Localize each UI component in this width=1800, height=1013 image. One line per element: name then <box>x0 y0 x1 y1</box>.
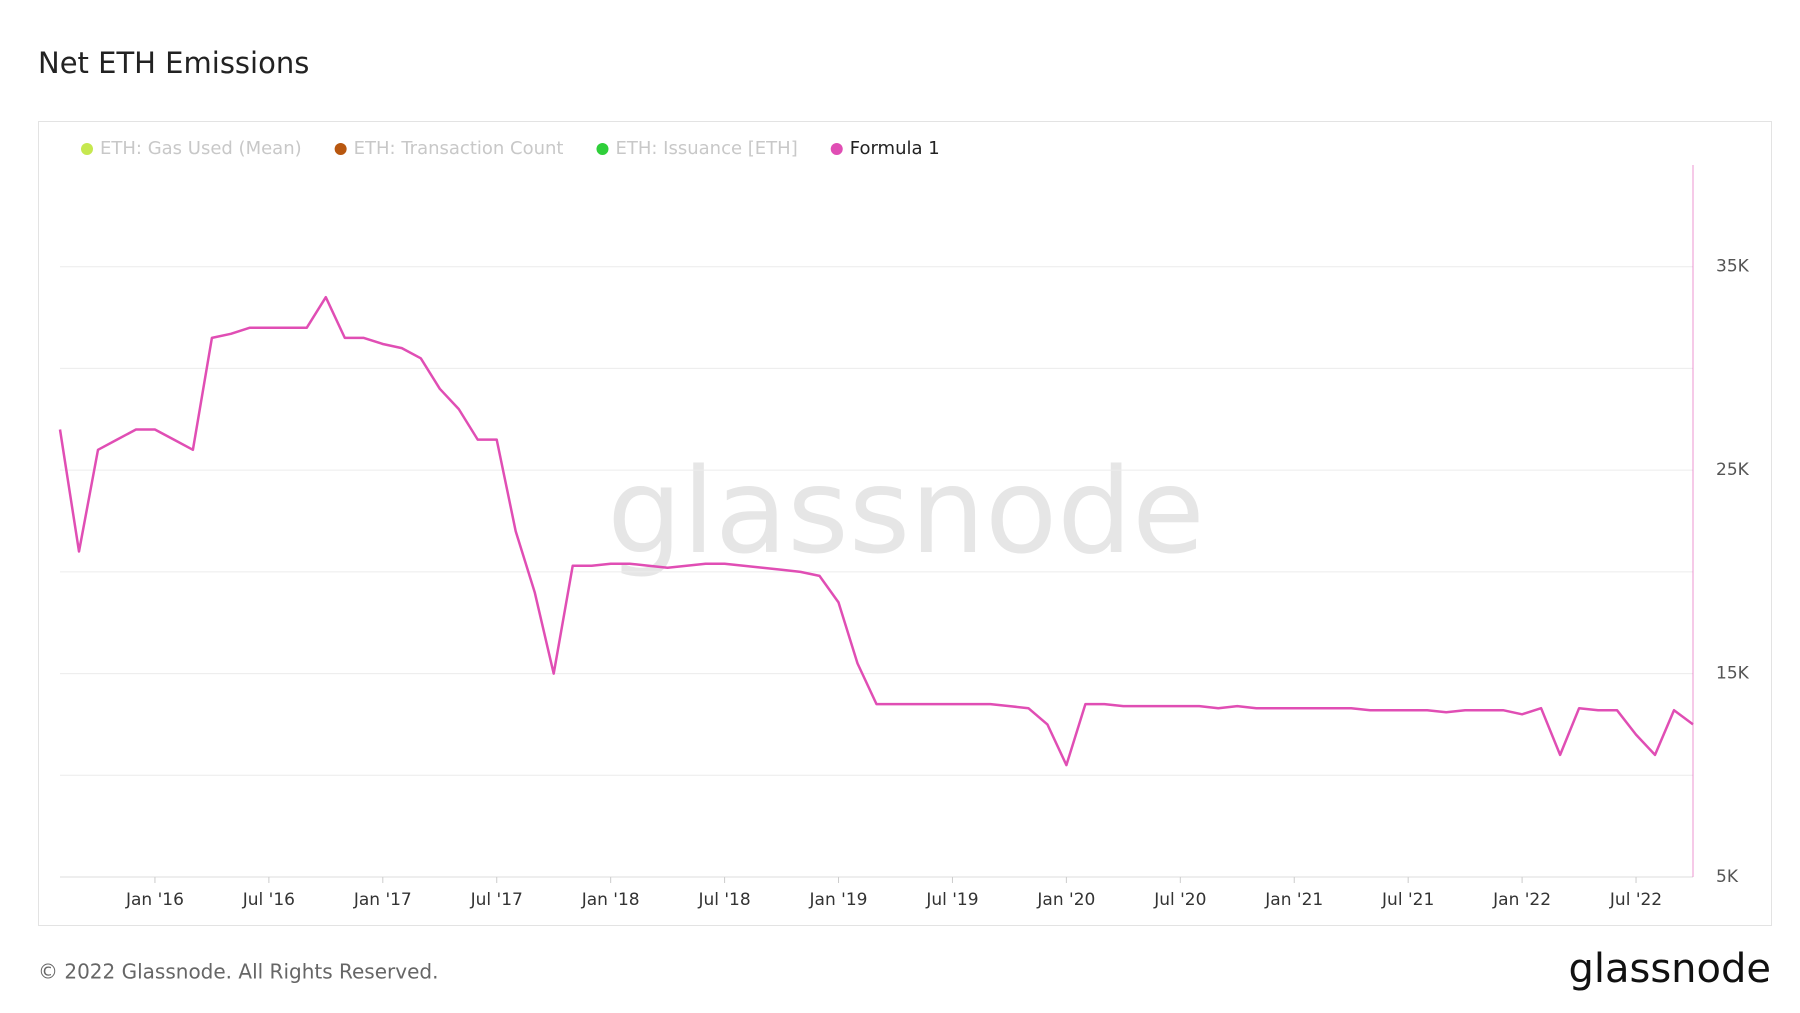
chart-title: Net ETH Emissions <box>38 46 309 80</box>
legend-label[interactable]: ETH: Issuance [ETH] <box>615 138 797 159</box>
legend-marker[interactable] <box>81 143 93 155</box>
x-tick-label: Jul '22 <box>1609 890 1662 910</box>
y-tick-label: 15K <box>1716 664 1750 684</box>
x-tick-label: Jan '17 <box>353 890 412 910</box>
x-tick-label: Jul '18 <box>697 890 750 910</box>
legend-label[interactable]: ETH: Gas Used (Mean) <box>100 138 302 159</box>
legend-label[interactable]: ETH: Transaction Count <box>354 138 564 159</box>
x-tick-label: Jan '18 <box>581 890 640 910</box>
legend-marker[interactable] <box>596 143 609 155</box>
y-tick-label: 5K <box>1716 867 1739 887</box>
watermark: glassnode <box>607 442 1204 580</box>
x-tick-label: Jul '16 <box>242 890 295 910</box>
y-tick-label: 35K <box>1716 257 1750 277</box>
footer: © 2022 Glassnode. All Rights Reserved. <box>38 960 438 984</box>
x-tick-label: Jan '19 <box>809 890 868 910</box>
x-tick-label: Jul '20 <box>1153 890 1206 910</box>
x-tick-label: Jan '22 <box>1492 890 1551 910</box>
x-tick-label: Jul '21 <box>1381 890 1434 910</box>
series-line <box>58 295 1694 767</box>
x-tick-label: Jan '16 <box>125 890 184 910</box>
logo: glassnode <box>1568 946 1771 992</box>
x-tick-label: Jul '17 <box>470 890 523 910</box>
chart-frame <box>38 121 1772 926</box>
y-tick-label: 25K <box>1716 460 1750 480</box>
legend-marker[interactable] <box>830 143 843 155</box>
legend-label[interactable]: Formula 1 <box>850 138 940 159</box>
x-tick-label: Jan '20 <box>1036 890 1095 910</box>
x-tick-label: Jul '19 <box>925 890 978 910</box>
x-tick-label: Jan '21 <box>1264 890 1323 910</box>
legend-marker[interactable] <box>334 143 347 155</box>
